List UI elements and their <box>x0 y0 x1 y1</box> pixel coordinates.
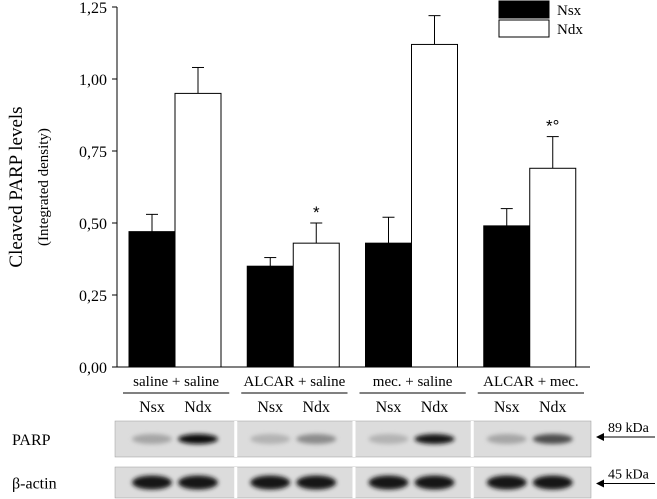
blot-band <box>296 434 337 444</box>
bar-ndx-3 <box>529 167 577 368</box>
lane-gap <box>352 467 356 498</box>
blot-band <box>486 475 527 490</box>
subcategory-label: Ndx <box>539 399 567 416</box>
lane-gap <box>234 467 238 498</box>
blot-band <box>250 434 291 444</box>
blot-band <box>132 434 172 444</box>
lane-gap <box>352 421 356 457</box>
bar-ndx-2 <box>411 43 458 368</box>
blot-band <box>296 475 337 490</box>
bar-ndx-1 <box>292 242 340 368</box>
y-tick-label: 1,00 <box>79 72 107 89</box>
y-tick-label: 0,75 <box>79 144 107 161</box>
western-blot: PARP 89 kDa β-actin 45 kDa <box>12 420 655 499</box>
lane-gap <box>234 421 238 457</box>
subcategory-label: Ndx <box>421 399 449 416</box>
subcategory-label: Nsx <box>494 399 520 416</box>
y-axis-label: Cleaved PARP levels <box>6 106 27 267</box>
y-tick-label: 1,25 <box>79 0 107 17</box>
molecular-weight-label: 45 kDa <box>608 468 650 483</box>
legend-swatch-ndx <box>498 19 550 38</box>
blot-band <box>368 475 409 490</box>
y-tick-label: 0,50 <box>79 216 107 233</box>
group-label: ALCAR + mec. <box>483 374 579 390</box>
lane-gap <box>470 421 474 457</box>
bar-nsx-2 <box>365 242 412 368</box>
blot-band <box>414 434 455 444</box>
subcategory-label: Ndx <box>302 399 330 416</box>
blot-band <box>532 475 573 490</box>
bars-layer <box>128 15 577 368</box>
subcategory-label: Ndx <box>184 399 212 416</box>
bar-nsx-1 <box>246 265 294 368</box>
blot-band <box>414 475 455 490</box>
y-tick-label: 0,25 <box>79 288 107 305</box>
bar-nsx-0 <box>128 231 176 368</box>
significance-marker: *° <box>546 117 559 136</box>
blot-band <box>132 475 172 490</box>
legend-label-ndx: Ndx <box>557 22 583 38</box>
significance-marker: * <box>313 203 320 222</box>
y-axis-sublabel: (Integrated density) <box>36 128 52 246</box>
group-label: saline + saline <box>133 374 219 390</box>
legend: Nsx Ndx <box>498 0 583 38</box>
blot-band <box>178 475 218 490</box>
marker-arrow-head <box>596 479 604 488</box>
marker-arrow-head <box>596 433 604 441</box>
group-label: mec. + saline <box>373 374 453 390</box>
subcategory-label: Nsx <box>257 399 283 416</box>
lane-gap <box>470 467 474 498</box>
subcategory-label: Nsx <box>376 399 402 416</box>
blot-band <box>368 434 409 444</box>
legend-label-nsx: Nsx <box>557 3 582 19</box>
subcategory-label: Nsx <box>139 399 165 416</box>
blot-row-label: β-actin <box>12 476 57 493</box>
y-tick-label: 0,00 <box>79 360 107 377</box>
legend-swatch-nsx <box>498 0 550 19</box>
bar-ndx-0 <box>174 92 222 368</box>
blot-band <box>250 475 291 490</box>
blot-row-label: PARP <box>12 432 51 449</box>
blot-band <box>178 434 218 444</box>
blot-band <box>486 434 527 444</box>
group-label: ALCAR + saline <box>243 374 345 390</box>
labels-layer: Cleaved PARP levels (Integrated density) *… <box>6 106 584 416</box>
bar-nsx-3 <box>483 225 531 368</box>
molecular-weight-label: 89 kDa <box>608 421 650 436</box>
blot-band <box>532 434 573 444</box>
